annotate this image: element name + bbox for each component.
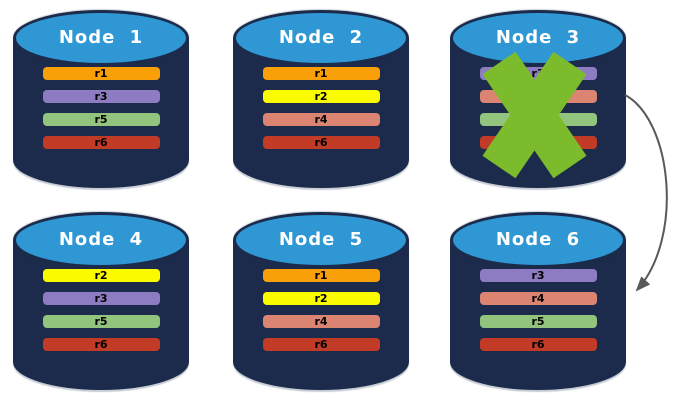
cylinder-top-ellipse: Node 5 [233,212,409,268]
cylinder-top-ellipse: Node 4 [13,212,189,268]
replica-rows: r1 r2 r4 r6 [233,67,409,149]
db-node-3: Node 3 r3 [450,10,626,188]
replica-label: r1 [314,67,328,80]
node-title: Node 1 [58,27,144,48]
replica-bar: r4 [262,113,380,126]
replica-label: r3 [94,292,108,305]
cylinder-top-ellipse: Node 1 [13,10,189,66]
replica-bar: r3 [42,292,160,305]
replica-label: r6 [531,338,545,351]
replica-bar: r6 [42,136,160,149]
replica-bar: r5 [479,315,597,328]
replica-label: r1 [314,269,328,282]
replica-bar: r1 [262,269,380,282]
replica-label: r2 [314,292,328,305]
replica-bar: r1 [262,67,380,80]
replica-bar: r4 [262,315,380,328]
replica-bar: r2 [262,292,380,305]
replica-bar: r3 [479,67,597,80]
db-node-1: Node 1 r1 r3 r5 r6 [13,10,189,188]
node-title: Node 5 [278,229,364,250]
db-node-4: Node 4 r2 r3 r5 r6 [13,212,189,390]
db-node-6: Node 6 r3 r4 r5 r6 [450,212,626,390]
replica-label: r3 [531,269,545,282]
node-title: Node 6 [495,229,581,250]
replica-label: r3 [531,67,545,80]
replica-bar: r3 [479,269,597,282]
replica-bar: r1 [42,67,160,80]
replica-label: r6 [94,338,108,351]
failover-arrow-icon [624,94,668,292]
replica-label: r4 [314,113,328,126]
replica-label: r6 [94,136,108,149]
replica-label: r3 [94,90,108,103]
node-title: Node 4 [58,229,144,250]
replica-bar: r5 [42,113,160,126]
replica-rows: r2 r3 r5 r6 [13,269,189,351]
replica-label: r4 [314,315,328,328]
replica-bar: r2 [42,269,160,282]
replica-rows: r3 [450,67,626,149]
replica-bar [479,90,597,103]
replica-label: r2 [314,90,328,103]
node-title: Node 3 [495,27,581,48]
replica-label: r5 [531,315,545,328]
replica-rows: r1 r2 r4 r6 [233,269,409,351]
replica-rows: r1 r3 r5 r6 [13,67,189,149]
db-node-2: Node 2 r1 r2 r4 r6 [233,10,409,188]
cylinder-top-ellipse: Node 6 [450,212,626,268]
replica-bar: r6 [479,338,597,351]
replica-bar: r4 [479,292,597,305]
replica-label: r4 [531,292,545,305]
replica-bar: r6 [262,338,380,351]
replica-label: r5 [94,315,108,328]
replica-bar: r5 [42,315,160,328]
replica-bar: r3 [42,90,160,103]
node-title: Node 2 [278,27,364,48]
replica-bar: r6 [262,136,380,149]
replica-label: r6 [314,136,328,149]
db-node-5: Node 5 r1 r2 r4 r6 [233,212,409,390]
replica-bar [479,136,597,149]
cylinder-top-ellipse: Node 3 [450,10,626,66]
replica-label: r5 [94,113,108,126]
replica-label: r2 [94,269,108,282]
replica-label: r1 [94,67,108,80]
replica-bar [479,113,597,126]
replica-bar: r6 [42,338,160,351]
replica-bar: r2 [262,90,380,103]
replica-rows: r3 r4 r5 r6 [450,269,626,351]
replica-label: r6 [314,338,328,351]
cylinder-top-ellipse: Node 2 [233,10,409,66]
